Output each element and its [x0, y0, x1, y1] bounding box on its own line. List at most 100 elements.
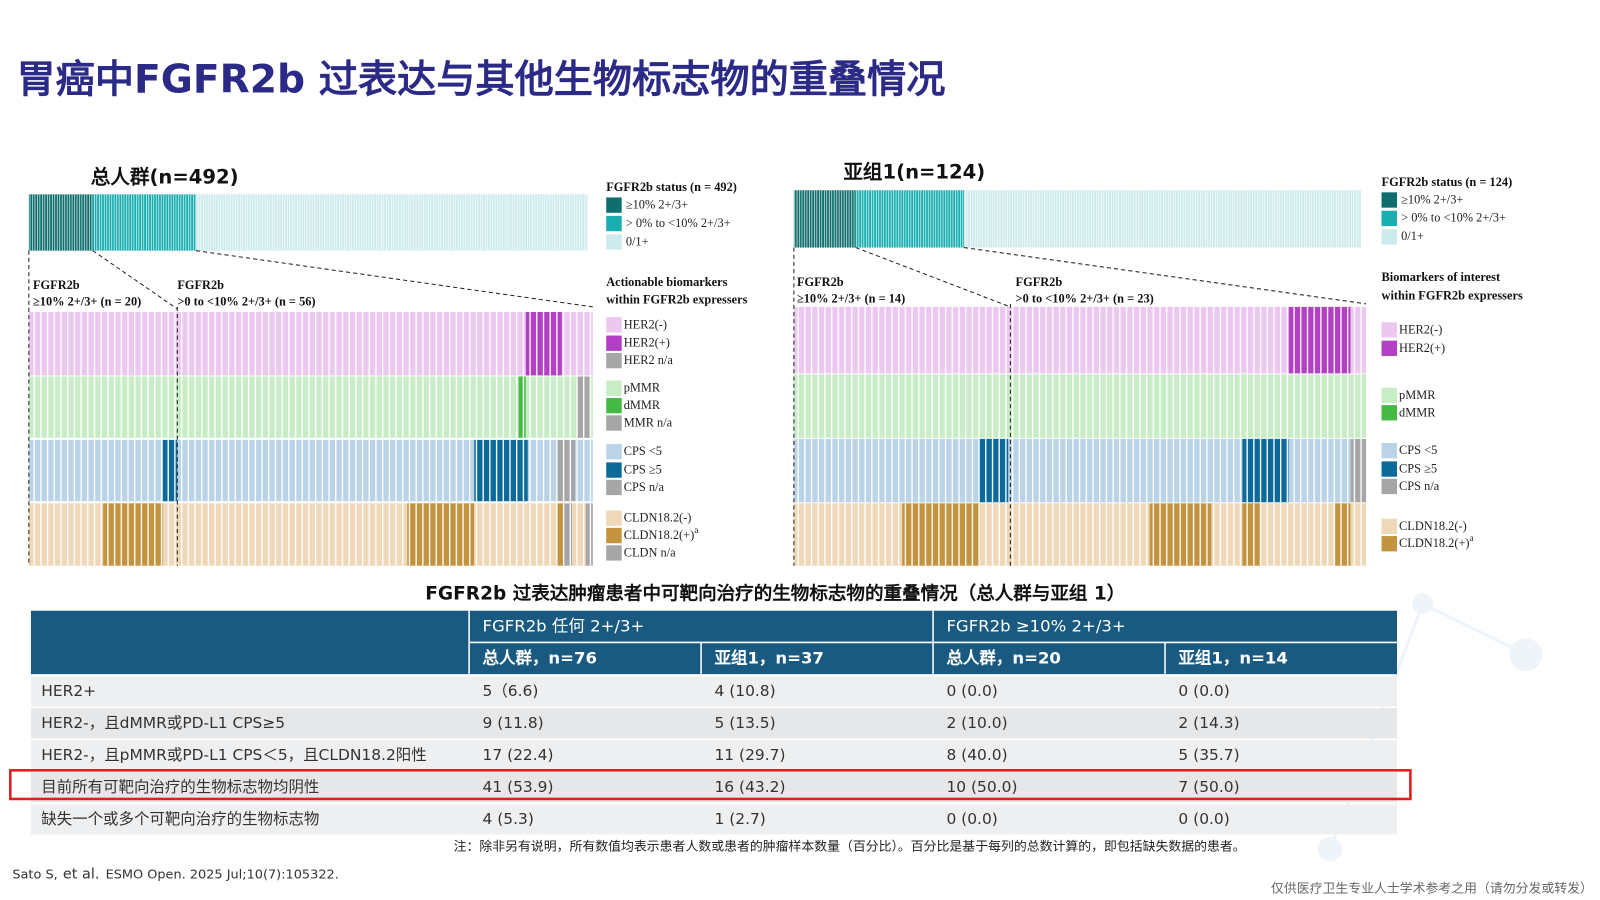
table-row-bg [30, 676, 1398, 707]
legend-swatch [1381, 461, 1398, 477]
slide-title: 胃癌中FGFR2b 过表达与其他生物标志物的重叠情况 [16, 57, 945, 102]
table-title: FGFR2b 过表达肿瘤患者中可靶向治疗的生物标志物的重叠情况（总人群与亚组 1… [425, 582, 1125, 604]
citation: Sato S, et al. ESMO Open. 2025 Jul;10(7):1… [12, 867, 338, 883]
oncoprint-panel: 亚组1(n=124) FGFR2b ≥10% 2+/3+ (n = 14) FGFR2… [793, 160, 1523, 566]
legend-label: CLDN18.2(+)a [624, 525, 699, 542]
table-cell: 5 (13.5) [714, 714, 775, 732]
legend-label-text: CPS ≥5 [1399, 461, 1437, 475]
group-label: ≥10% 2+/3+ (n = 14) [797, 292, 905, 306]
legend-label: dMMR [1399, 405, 1436, 419]
legend-label: HER2(+) [1399, 341, 1445, 355]
legend-label-text: pMMR [624, 381, 661, 395]
dashed-connector [963, 247, 1367, 305]
legend-label: MMR n/a [624, 415, 673, 429]
group-label: FGFR2b [1016, 275, 1063, 289]
biomarker-stripes [793, 374, 1367, 438]
legend-label-text: HER2(+) [624, 336, 670, 350]
legend-label: pMMR [624, 381, 661, 395]
legend-title: within FGFR2b expressers [1382, 289, 1523, 303]
legend-label: ≥10% 2+/3+ [1401, 192, 1463, 206]
legend-swatch [1381, 192, 1398, 208]
citation-authors: Sato S, [12, 867, 57, 882]
table-row-bg [30, 772, 1398, 803]
legend-swatch [606, 479, 622, 496]
table-cell: 5 (35.7) [1178, 746, 1239, 764]
table-cell: 0 (0.0) [946, 682, 997, 700]
legend-label: CLDN18.2(+)a [1399, 533, 1474, 550]
table-subheader: 总人群，n=76 [483, 648, 597, 667]
legend-label-text: CPS n/a [624, 480, 665, 494]
group-label: FGFR2b [33, 278, 80, 292]
status-stripes [28, 194, 588, 251]
citation-etal: et al. [63, 867, 100, 883]
legend-label-text: HER2(+) [1399, 341, 1445, 355]
table-cell: 41 (53.9) [483, 778, 554, 796]
legend-title: FGFR2b status (n = 124) [1382, 175, 1513, 189]
legend-swatch [606, 317, 622, 333]
legend-superscript: a [1470, 533, 1474, 543]
legend-label: 0/1+ [1401, 229, 1424, 243]
legend-label-text: MMR n/a [624, 415, 673, 429]
legend-label: HER2 n/a [624, 353, 674, 367]
legend-label: CPS <5 [624, 444, 662, 458]
table-cell: HER2-，且pMMR或PD-L1 CPS＜5，且CLDN18.2阳性 [41, 746, 426, 764]
legend-label: dMMR [624, 398, 661, 412]
legend-swatch [606, 352, 622, 369]
table-cell: 目前所有可靶向治疗的生物标志物均阴性 [41, 778, 319, 796]
table-cell: HER2+ [41, 682, 96, 700]
table-cell: 2 (14.3) [1178, 714, 1239, 732]
table-row-bg [30, 804, 1398, 835]
legend-label: CLDN18.2(-) [624, 511, 692, 525]
group-label: >0 to <10% 2+/3+ (n = 23) [1016, 292, 1154, 306]
table-cell: 4 (5.3) [483, 810, 534, 828]
table-note: 注：除非另有说明，所有数值均表示患者人数或患者的肿瘤样本数量（百分比）。百分比是… [454, 839, 1246, 855]
legend-swatch [606, 197, 622, 213]
biomarker-stripes [28, 439, 593, 502]
highlight-box [9, 769, 1412, 801]
legend-swatch [1381, 442, 1398, 459]
legend-swatch [1381, 210, 1398, 227]
legend-label: ≥10% 2+/3+ [626, 197, 688, 211]
legend-label-text: CPS n/a [1399, 479, 1440, 493]
table-cell: 2 (10.0) [946, 714, 1007, 732]
legend-superscript: a [694, 525, 698, 535]
status-stripes [793, 190, 1361, 248]
legend-label: pMMR [1399, 388, 1436, 402]
table-cell: 缺失一个或多个可靶向治疗的生物标志物 [41, 810, 319, 828]
table-cell: 10 (50.0) [946, 778, 1017, 796]
legend-label: HER2(-) [1399, 322, 1442, 336]
group-label: ≥10% 2+/3+ (n = 20) [33, 295, 141, 309]
legend-label: CPS ≥5 [1399, 461, 1437, 475]
legend-swatch [606, 527, 622, 544]
legend-swatch [1381, 340, 1398, 357]
biomarker-stripes [793, 438, 1367, 503]
oncoprint-panel: 总人群(n=492) FGFR2b ≥10% 2+/3+ (n = 20) FGFR2… [28, 166, 748, 566]
dashed-connector [855, 247, 1011, 308]
legend-swatch [606, 415, 622, 431]
table-cell: 11 (29.7) [714, 746, 785, 764]
legend-label: 0/1+ [626, 234, 649, 248]
table-cell: 9 (11.8) [483, 714, 544, 732]
legend-label: CLDN n/a [624, 545, 676, 559]
legend-label-text: CLDN18.2(+) [1399, 536, 1469, 550]
table-cell: HER2-，且dMMR或PD-L1 CPS≥5 [41, 714, 285, 732]
table-row-bg [30, 708, 1398, 739]
legend-label-text: HER2(-) [1399, 322, 1442, 336]
legend-label-text: CLDN18.2(-) [1399, 519, 1467, 533]
legend-label: HER2(-) [624, 317, 667, 331]
legend-label-text: CLDN18.2(+) [624, 528, 694, 542]
legend-label-text: dMMR [624, 398, 661, 412]
legend-label: > 0% to <10% 2+/3+ [626, 216, 731, 230]
table-cell: 16 (43.2) [714, 778, 785, 796]
table-subheader: 总人群，n=20 [946, 648, 1060, 667]
legend-label: CPS n/a [624, 480, 665, 494]
table-cell: 0 (0.0) [1178, 682, 1229, 700]
legend-swatch [606, 215, 622, 232]
legend-swatch [1381, 478, 1398, 495]
table-cell: 4 (10.8) [714, 682, 775, 700]
biomarker-stripes [28, 503, 593, 566]
legend-swatch [1381, 405, 1398, 421]
legend-swatch [606, 397, 622, 414]
